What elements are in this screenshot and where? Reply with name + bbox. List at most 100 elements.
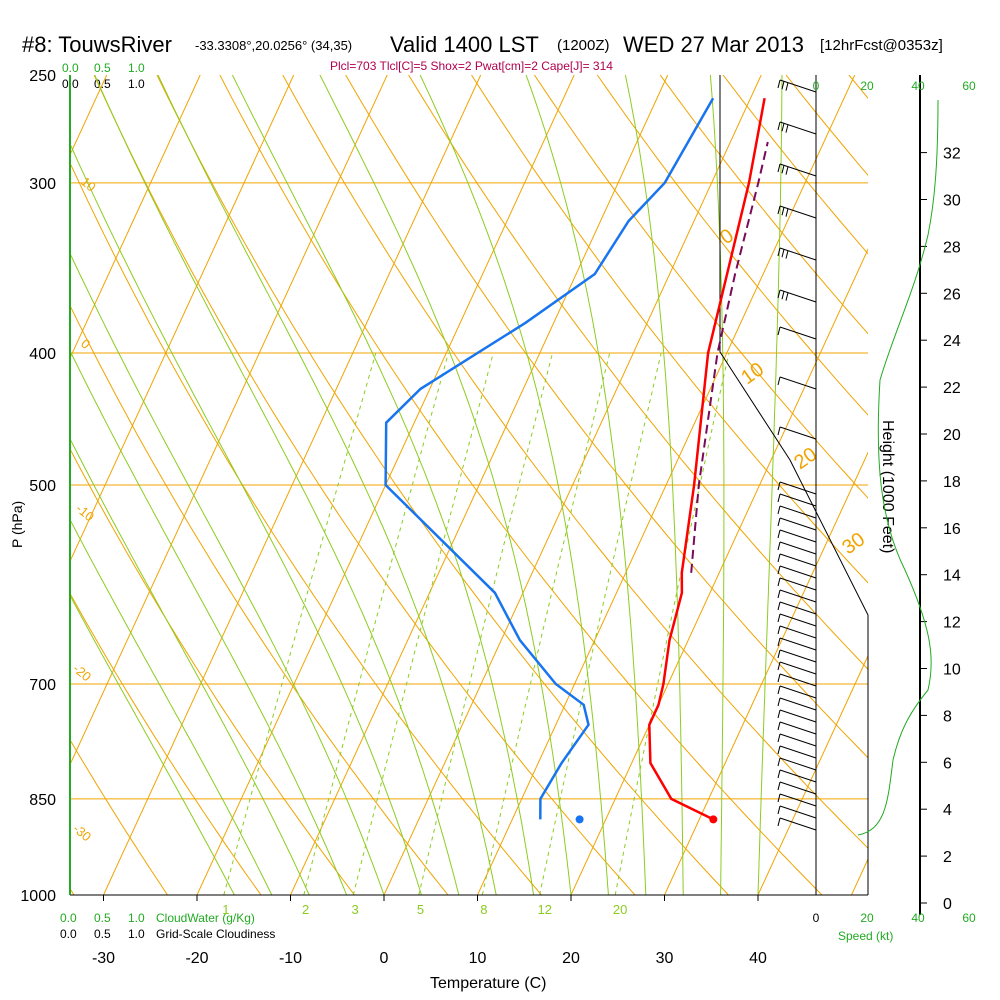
height-tick-4: 4: [943, 802, 952, 819]
wind-barb-flag: [777, 553, 781, 563]
mixing-ratio-lines: [223, 352, 730, 895]
mixing-ratio-1: [223, 352, 377, 895]
wind-barb: [779, 541, 817, 555]
wind-barb-flag: [777, 673, 781, 683]
isotherm: [570, 248, 868, 895]
cloud-scale-black-b0: 0.0: [60, 927, 77, 941]
moist-adiabat: [757, 75, 783, 895]
cloud-scale-green-b1: 0.5: [94, 911, 111, 925]
isotherm: [664, 451, 868, 895]
dry-adiabat: [93, 75, 636, 895]
dry-adiabat: [156, 75, 729, 895]
wind-barb-flag: [785, 166, 789, 175]
dry-adiabat: [975, 75, 1000, 895]
wind-barb-flag: [777, 326, 781, 336]
height-tick-18: 18: [943, 474, 961, 491]
wind-barb-flag: [777, 289, 781, 299]
temperature-tick--20: -20: [185, 950, 208, 967]
wind-barb: [779, 589, 817, 603]
moist-adiabat: [157, 75, 497, 895]
cloud-scale-green-2: 1.0: [128, 61, 145, 75]
wind-barb: [779, 625, 817, 639]
moist-adiabat: [70, 437, 310, 895]
temperature-surface-point: [709, 815, 718, 824]
wind-barb: [779, 517, 817, 531]
mixing-ratio-labels: 1 2 3 5 8 12 20: [222, 902, 627, 917]
utc-time: (1200Z): [557, 37, 610, 54]
wind-barb: [779, 247, 817, 261]
speed-axis-label: Speed (kt): [838, 929, 893, 943]
wind-barb-flag: [777, 163, 781, 173]
wind-barb-flag: [777, 79, 781, 89]
stability-indices: Plcl=703 Tlcl[C]=5 Shox=2 Pwat[cm]=2 Cap…: [330, 59, 613, 73]
height-tick-24: 24: [943, 333, 961, 350]
isobars: [70, 182, 868, 895]
wind-barb: [779, 205, 817, 219]
wind-barb-flag: [781, 249, 785, 258]
parcel-line: [690, 141, 769, 573]
dry-adiabat: [471, 75, 868, 584]
forecast-info: [12hrFcst@0353z]: [820, 37, 943, 54]
dewpoint-line: [384, 97, 715, 820]
wind-barb: [779, 649, 817, 663]
wind-barb-flag: [777, 541, 781, 551]
wind-barb: [779, 565, 817, 579]
wind-barb-flag: [781, 291, 785, 300]
mixing-ratio-20: [614, 352, 730, 895]
wind-barb: [779, 426, 817, 440]
height-tick-0: 0: [943, 896, 952, 913]
speed-tick-top-20: 20: [860, 79, 874, 93]
temperature-axis-label: Temperature (C): [430, 975, 546, 992]
wind-barb: [779, 769, 817, 783]
isotherm: [851, 857, 868, 895]
height-tick-2: 2: [943, 849, 952, 866]
grid-cloudiness-label: Grid-Scale Cloudiness: [156, 927, 275, 941]
wind-barb: [779, 733, 817, 747]
mixing-ratio-2: [303, 352, 449, 895]
height-tick-10: 10: [943, 662, 961, 679]
dry-adiabat: [345, 75, 868, 759]
mixing-ratio-12: [539, 352, 662, 895]
wind-barb-flag: [777, 565, 781, 575]
dry-adiabat-label-6: 10: [737, 358, 768, 389]
wind-barb-flag: [777, 376, 781, 386]
wind-barb-flag: [777, 793, 781, 803]
wind-barb: [779, 577, 817, 591]
wind-barb-flag: [777, 247, 781, 257]
pressure-tick-500: 500: [29, 478, 56, 495]
wind-barb-flag: [777, 817, 781, 827]
cloud-scale-green-0: 0.0: [62, 61, 79, 75]
wind-barb-flag: [777, 613, 781, 623]
mixing-ratio-label-2: 2: [302, 902, 309, 917]
mixing-ratio-label-3: 3: [352, 902, 359, 917]
moist-adiabat: [70, 142, 422, 895]
height-tick-16: 16: [943, 521, 961, 538]
speed-tick-top-40: 40: [911, 79, 925, 93]
wind-barb: [779, 721, 817, 735]
moist-adiabat: [70, 518, 273, 895]
wind-barb-flag: [777, 721, 781, 731]
wind-barb-flag: [777, 505, 781, 515]
moist-adiabat: [70, 349, 348, 895]
mixing-ratio-label-8: 8: [480, 902, 487, 917]
height-tick-14: 14: [943, 568, 961, 585]
wind-barb-flag: [781, 123, 785, 132]
height-axis-label: Height (1000 Feet): [879, 420, 896, 553]
cloud-scale-green-b0: 0.0: [60, 911, 77, 925]
wind-barb-flag: [777, 577, 781, 587]
dry-adiabat: [282, 75, 868, 849]
dry-adiabat: [659, 75, 868, 335]
isotherm: [70, 75, 388, 766]
dry-adiabat-label-2: -10: [73, 501, 97, 525]
moist-adiabats: [70, 75, 783, 895]
moist-adiabat: [70, 252, 385, 895]
pressure-axis-label: P (hPa): [9, 501, 25, 548]
wind-barb-flag: [777, 781, 781, 791]
moist-adiabat: [624, 75, 684, 895]
wind-barb-flag: [785, 250, 789, 259]
wind-barb-flag: [777, 601, 781, 611]
wind-barb: [779, 326, 817, 340]
dry-adiabat-label-4: -30: [70, 821, 94, 845]
